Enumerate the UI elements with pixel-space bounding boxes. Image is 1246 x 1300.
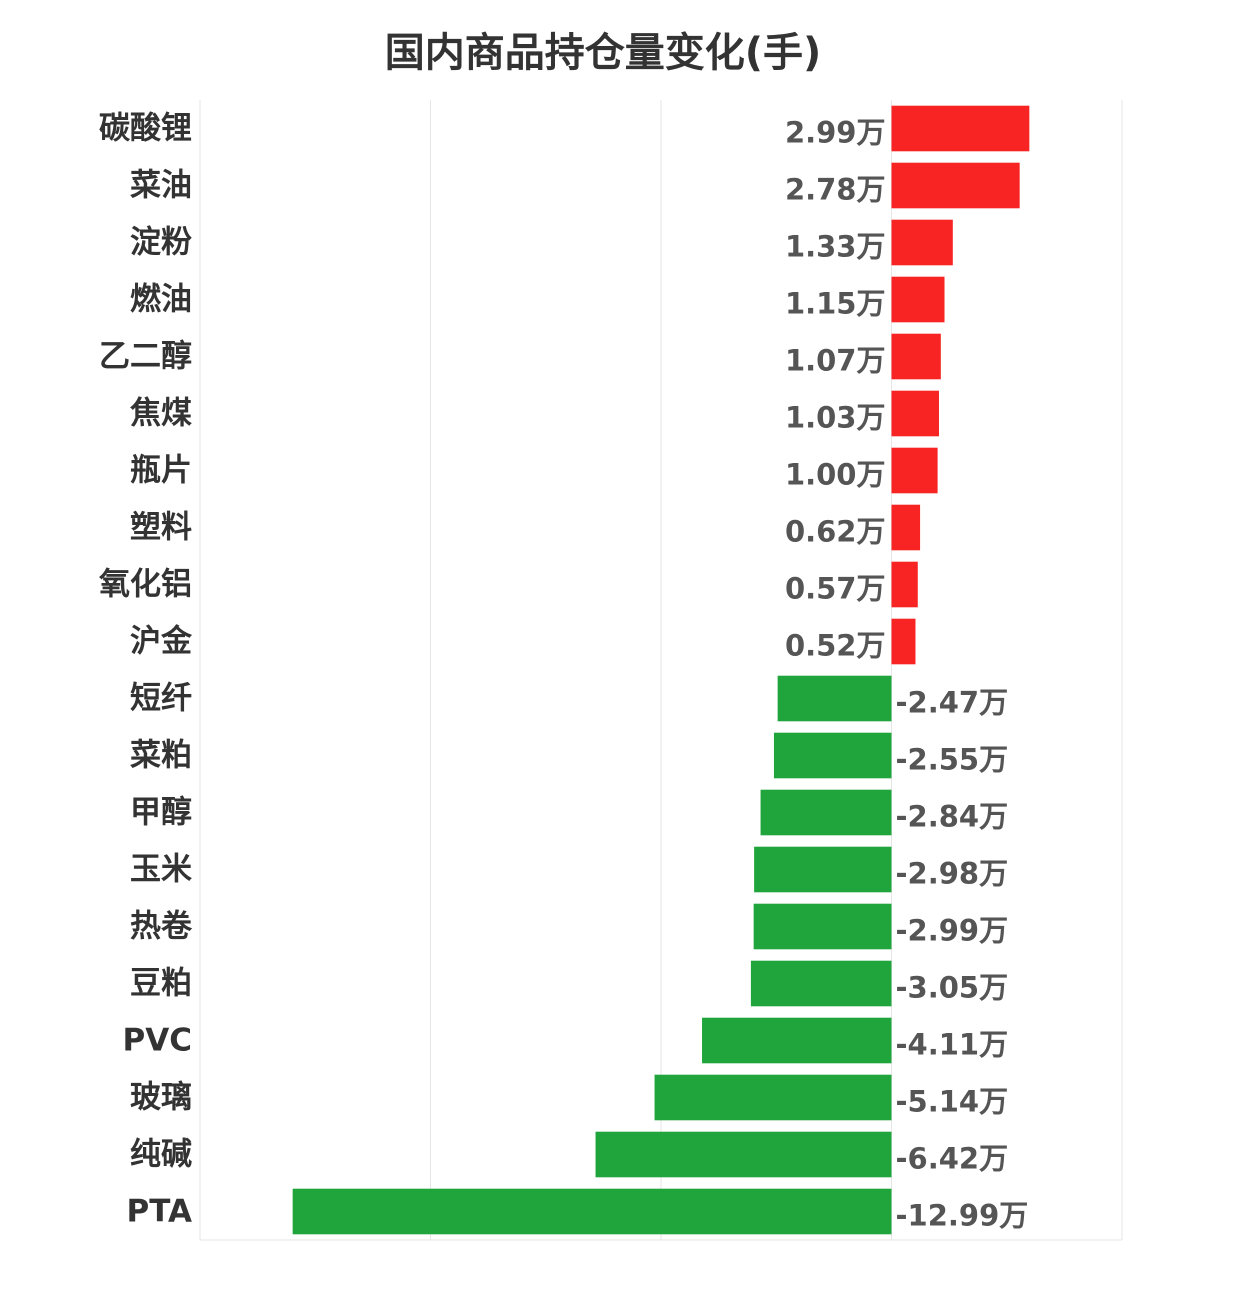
category-label: 甲醇 (130, 795, 192, 831)
bar (891, 561, 918, 608)
value-label: -4.11万 (896, 1028, 1009, 1062)
value-label: 0.62万 (785, 515, 886, 549)
value-label: -6.42万 (896, 1142, 1009, 1176)
value-label: 0.52万 (785, 629, 886, 663)
category-label: 菜油 (130, 168, 192, 204)
value-label: 2.99万 (785, 116, 886, 150)
category-label: 碳酸锂 (99, 111, 192, 147)
bar (753, 903, 892, 950)
category-label: 焦煤 (130, 396, 192, 432)
value-label: -5.14万 (896, 1085, 1009, 1119)
category-label: 瓶片 (130, 453, 192, 489)
bar (292, 1188, 892, 1235)
value-label: 1.03万 (785, 401, 886, 435)
value-label: -2.84万 (896, 800, 1009, 834)
grid-lines (199, 100, 1123, 1241)
bar (891, 504, 921, 551)
value-label: 1.07万 (785, 344, 886, 378)
value-label: 0.57万 (785, 572, 886, 606)
bar (760, 789, 892, 836)
bar (891, 390, 939, 437)
value-label: 1.33万 (785, 230, 886, 264)
value-label: -2.98万 (896, 857, 1009, 891)
bar (754, 846, 892, 893)
value-label: -2.47万 (896, 686, 1009, 720)
category-label: 淀粉 (130, 225, 192, 261)
category-label: 乙二醇 (99, 339, 192, 375)
category-label: 塑料 (130, 510, 192, 546)
bars (292, 105, 1030, 1235)
bar (777, 675, 892, 722)
bar (891, 447, 938, 494)
value-label: 1.15万 (785, 287, 886, 321)
value-label: 1.00万 (785, 458, 886, 492)
bar (891, 105, 1030, 152)
value-labels: 2.99万 2.78万 1.33万 1.15万 1.07万 1.03万 1.00万 0.62万… (785, 116, 1028, 1233)
category-label: PTA (127, 1194, 192, 1230)
category-label: 玉米 (130, 852, 192, 888)
bar (891, 333, 941, 380)
bar (891, 276, 945, 323)
value-label: -2.55万 (896, 743, 1009, 777)
value-label: -12.99万 (896, 1199, 1029, 1233)
value-label: -2.99万 (896, 914, 1009, 948)
category-label: 氧化铝 (99, 567, 192, 603)
bar (891, 618, 916, 665)
category-label: PVC (123, 1023, 192, 1059)
category-label: 沪金 (130, 624, 193, 660)
bar (891, 219, 953, 266)
bar (702, 1017, 892, 1064)
bar (654, 1074, 892, 1121)
bar (891, 162, 1020, 209)
category-label: 菜粕 (130, 738, 192, 774)
chart-title: 国内商品持仓量变化(手) (384, 30, 822, 76)
category-label: 玻璃 (130, 1080, 192, 1116)
value-label: 2.78万 (785, 173, 886, 207)
value-label: -3.05万 (896, 971, 1009, 1005)
bar (773, 732, 892, 779)
category-label: 豆粕 (130, 966, 192, 1002)
category-label: 短纤 (130, 681, 192, 717)
bar (595, 1131, 892, 1178)
bar (750, 960, 892, 1007)
category-label: 燃油 (130, 282, 192, 318)
category-label: 热卷 (130, 909, 193, 945)
category-label: 纯碱 (130, 1137, 192, 1173)
